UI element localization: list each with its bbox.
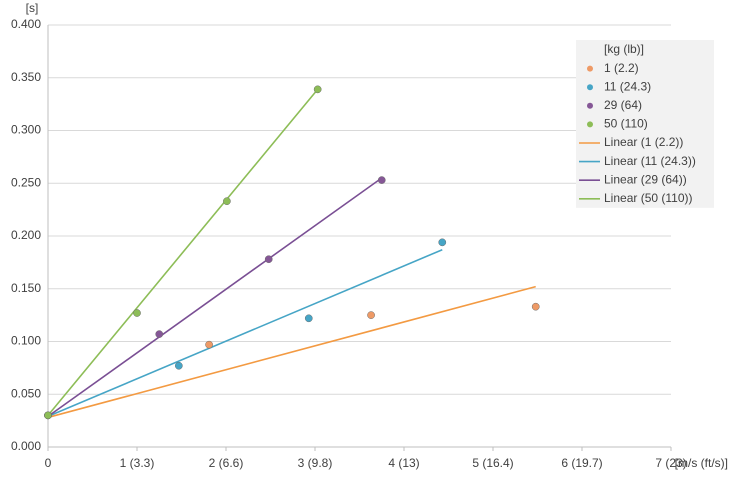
legend-title: [kg (lb)] [604, 42, 644, 56]
y-tick-label: 0.250 [11, 175, 41, 189]
trendline [47, 285, 536, 419]
legend-label: 50 (110) [604, 117, 648, 131]
y-tick-label: 0.000 [11, 439, 41, 453]
x-tick-label: 3 (9.8) [298, 456, 333, 470]
legend: [kg (lb)] 1 (2.2) 11 (24.3) 29 (64) 50 (110)… [576, 40, 714, 208]
legend-label: 29 (64) [604, 98, 642, 112]
y-tick-label: 0.300 [11, 123, 41, 137]
x-axis-title: [m/s (ft/s)] [675, 456, 728, 470]
data-point [174, 361, 183, 370]
y-tick-label: 0.100 [11, 334, 41, 348]
x-tick-label: 7 (23) [655, 456, 686, 470]
y-tick-label: 0.400 [11, 17, 41, 31]
x-tick-label: 5 (16.4) [472, 456, 513, 470]
data-point [44, 411, 52, 420]
legend-label: Linear (1 (2.2)) [604, 135, 683, 149]
trendline [47, 177, 383, 418]
data-point [377, 176, 386, 184]
x-tick-label: 1 (3.3) [120, 456, 155, 470]
y-axis-title: [s] [26, 1, 39, 15]
data-point [531, 302, 540, 311]
y-tick-label: 0.350 [11, 70, 41, 84]
data-point [304, 314, 313, 323]
legend-label: Linear (29 (64)) [604, 172, 687, 186]
y-tick-label: 0.050 [11, 386, 41, 400]
y-tick-label: 0.200 [11, 228, 41, 242]
legend-marker [587, 65, 593, 72]
legend-label: 11 (24.3) [604, 79, 651, 93]
legend-marker [587, 102, 593, 109]
legend-label: Linear (11 (24.3)) [604, 154, 696, 168]
x-tick-label: 0 [45, 456, 52, 470]
data-point [438, 238, 447, 247]
legend-marker [587, 84, 593, 91]
legend-marker [587, 121, 593, 128]
data-point [313, 85, 322, 94]
x-tick-label: 4 (13) [388, 456, 419, 470]
x-tick-label: 6 (19.7) [561, 456, 602, 470]
data-point [155, 330, 164, 338]
x-tick-label: 2 (6.6) [209, 456, 244, 470]
trendline [47, 88, 319, 416]
trendline [47, 248, 443, 418]
data-point [205, 340, 213, 349]
data-point [367, 311, 375, 319]
y-tick-label: 0.150 [11, 281, 41, 295]
data-point [223, 197, 231, 206]
legend-label: 1 (2.2) [604, 61, 639, 75]
data-point [264, 255, 273, 264]
data-point [133, 309, 141, 317]
legend-label: Linear (50 (110)) [604, 191, 693, 205]
